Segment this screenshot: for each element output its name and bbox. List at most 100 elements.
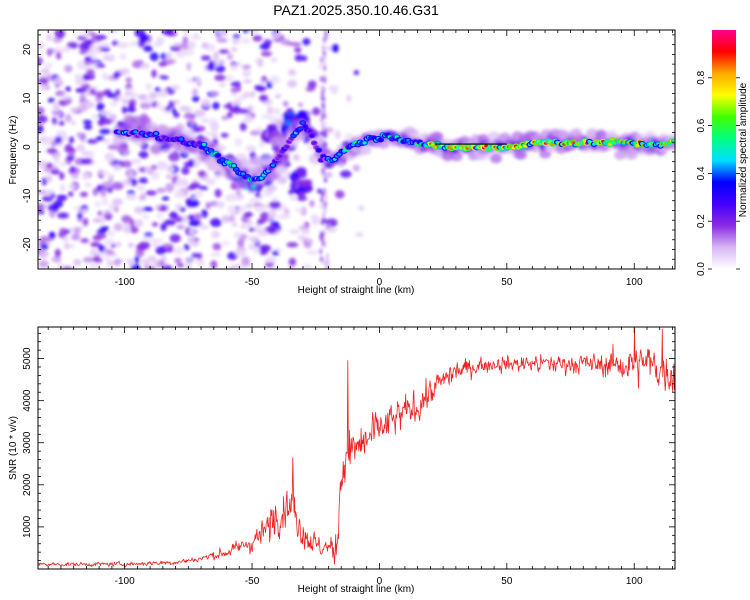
heatmap-cell bbox=[212, 242, 222, 251]
heatmap-cell bbox=[80, 238, 90, 244]
heatmap-cell bbox=[183, 128, 196, 139]
heatmap-cell bbox=[243, 79, 253, 84]
heatmap-cell bbox=[188, 228, 196, 236]
heatmap-cell bbox=[77, 35, 88, 41]
heatmap-cell bbox=[359, 145, 372, 155]
snr-x-ticks: -100 -50 0 50 100 bbox=[47, 327, 673, 587]
heatmap-cell bbox=[54, 136, 63, 144]
heatmap-cell bbox=[46, 174, 52, 183]
heatmap-cell bbox=[187, 238, 196, 244]
heatmap-cell bbox=[201, 42, 209, 49]
snr-frame bbox=[37, 326, 676, 570]
heatmap-cell bbox=[378, 138, 383, 142]
heatmap-cell bbox=[83, 124, 93, 130]
heatmap-cell bbox=[188, 158, 195, 168]
heatmap-cell bbox=[64, 64, 73, 73]
heatmap-cell bbox=[79, 42, 89, 52]
heatmap-cell bbox=[151, 222, 159, 227]
heatmap-cell bbox=[156, 187, 167, 194]
heatmap-cell bbox=[164, 219, 176, 226]
heatmap-cell bbox=[39, 84, 46, 92]
heatmap-cell bbox=[100, 117, 113, 125]
heatmap-cell bbox=[277, 176, 288, 184]
heatmap-cell bbox=[67, 148, 77, 153]
heatmap-cell bbox=[84, 56, 93, 62]
heatmap-cell bbox=[50, 168, 61, 175]
heatmap-cell bbox=[38, 115, 48, 124]
heatmap-cell bbox=[196, 252, 203, 260]
heatmap-cell bbox=[56, 265, 64, 269]
heatmap-cell bbox=[158, 61, 168, 67]
heatmap-cell bbox=[84, 102, 95, 108]
heatmap-cell bbox=[322, 37, 326, 44]
heatmap-cell bbox=[245, 145, 257, 152]
heatmap-cell bbox=[171, 84, 179, 91]
heatmap-cell bbox=[319, 203, 323, 210]
x-tick-label: 100 bbox=[626, 277, 643, 288]
heatmap-cell bbox=[102, 138, 112, 145]
heatmap-cell bbox=[223, 104, 232, 109]
heatmap-cell bbox=[59, 172, 65, 180]
heatmap-cell bbox=[309, 133, 314, 138]
heatmap-cell bbox=[239, 122, 247, 132]
heatmap-cell bbox=[130, 92, 138, 98]
heatmap-cell bbox=[165, 246, 174, 253]
heatmap-cell bbox=[289, 41, 302, 47]
heatmap-cell bbox=[241, 256, 251, 265]
heatmap-cell bbox=[68, 150, 75, 158]
heatmap-cell bbox=[346, 94, 352, 103]
y-tick-label: 1000 bbox=[22, 515, 33, 538]
heatmap-cell bbox=[173, 246, 184, 256]
heatmap-cell bbox=[274, 164, 287, 175]
spectrogram-ylabel: Frequency (Hz) bbox=[8, 116, 19, 185]
heatmap-cell bbox=[125, 193, 137, 201]
heatmap-cell bbox=[130, 264, 142, 269]
heatmap-cell bbox=[232, 208, 242, 215]
colorbar: 0.0 0.2 0.4 0.6 0.8 Normalized spectral ampl… bbox=[696, 30, 749, 276]
heatmap-cell bbox=[58, 120, 65, 126]
heatmap-cell bbox=[301, 229, 311, 235]
heatmap-cell bbox=[201, 118, 209, 123]
heatmap-cell bbox=[220, 158, 225, 162]
heatmap-cell bbox=[288, 229, 300, 235]
heatmap-cell bbox=[169, 211, 179, 219]
heatmap-cell bbox=[281, 212, 291, 219]
heatmap-cell bbox=[38, 56, 43, 66]
heatmap-cell bbox=[269, 75, 281, 84]
heatmap-cell bbox=[136, 185, 146, 192]
heatmap-cell bbox=[61, 46, 71, 53]
heatmap-cell bbox=[197, 170, 207, 178]
colorbar-tick-label: 0.8 bbox=[696, 70, 707, 84]
heatmap-cell bbox=[257, 58, 264, 68]
spectrogram-x-ticks: -100 -50 0 50 100 bbox=[47, 30, 673, 288]
heatmap-cell bbox=[212, 101, 220, 110]
heatmap-cell bbox=[323, 229, 326, 236]
heatmap-cell bbox=[100, 215, 106, 225]
heatmap-cell bbox=[133, 130, 138, 134]
heatmap-cell bbox=[166, 164, 175, 173]
heatmap-cell bbox=[320, 230, 324, 237]
heatmap-cell bbox=[95, 263, 102, 269]
heatmap-cell bbox=[320, 116, 324, 123]
heatmap-cell bbox=[94, 200, 102, 208]
heatmap-cell bbox=[101, 42, 111, 48]
heatmap-cell bbox=[58, 161, 68, 167]
heatmap-cell bbox=[145, 83, 153, 91]
heatmap-cell bbox=[221, 115, 229, 121]
heatmap-cell bbox=[312, 107, 321, 116]
heatmap-cell bbox=[143, 45, 153, 52]
heatmap-cell bbox=[105, 249, 114, 255]
heatmap-cell bbox=[38, 260, 49, 268]
heatmap-cell bbox=[214, 57, 221, 67]
heatmap-cell bbox=[165, 52, 172, 61]
heatmap-cell bbox=[299, 234, 305, 242]
heatmap-cell bbox=[112, 198, 124, 206]
heatmap-cell bbox=[121, 106, 127, 114]
heatmap-cell bbox=[189, 118, 195, 127]
heatmap-cell bbox=[43, 62, 53, 69]
heatmap-cell bbox=[193, 109, 206, 118]
heatmap-cell bbox=[324, 176, 328, 183]
heatmap-cell bbox=[230, 81, 242, 87]
heatmap-cell bbox=[129, 218, 135, 228]
heatmap-cell bbox=[201, 209, 208, 218]
